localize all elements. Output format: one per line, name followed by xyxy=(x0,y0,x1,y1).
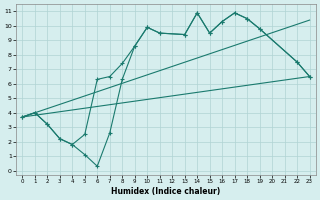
X-axis label: Humidex (Indice chaleur): Humidex (Indice chaleur) xyxy=(111,187,220,196)
